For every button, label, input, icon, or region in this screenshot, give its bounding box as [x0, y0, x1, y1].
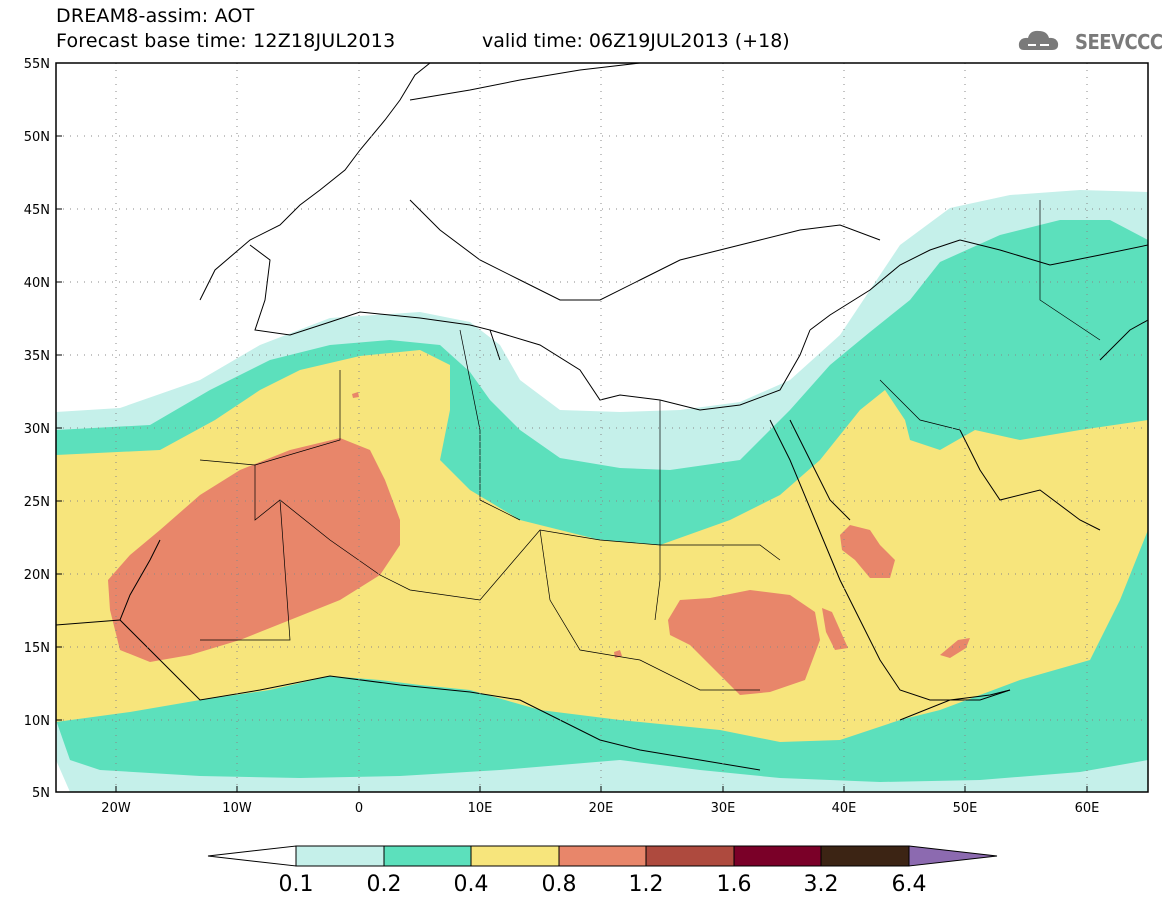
colorbar-label: 6.4 [892, 872, 927, 897]
lon-label: 40E [832, 801, 857, 816]
lon-label: 10W [222, 801, 252, 816]
forecast-base-time: Forecast base time: 12Z18JUL2013 [56, 30, 396, 52]
longitude-labels: 20W 10W 0 10E 20E 30E 40E 50E 60E [101, 801, 1099, 816]
colorbar-label: 1.2 [629, 872, 664, 897]
lat-label: 20N [24, 568, 50, 583]
aot-patch-yemen [940, 638, 970, 658]
colorbar-label: 0.4 [454, 872, 489, 897]
lat-label: 35N [24, 349, 50, 364]
aot-patch-arabia [840, 525, 895, 578]
colorbar-swatch [733, 845, 822, 867]
aot-patch-eritrea [822, 608, 848, 650]
map-title: DREAM8-assim: AOT [56, 5, 255, 27]
colorbar [207, 845, 998, 867]
colorbar-under-arrow [207, 845, 297, 867]
colorbar-labels: 0.1 0.2 0.4 0.8 1.2 1.6 3.2 6.4 [279, 872, 927, 897]
lat-label: 15N [24, 641, 50, 656]
colorbar-swatch [645, 845, 735, 867]
colorbar-swatch [295, 845, 385, 867]
colorbar-swatch [470, 845, 560, 867]
colorbar-label: 1.6 [717, 872, 752, 897]
colorbar-over-arrow [908, 845, 998, 867]
lat-label: 5N [32, 786, 50, 801]
colorbar-swatch [558, 845, 647, 867]
axis-ticks [56, 62, 1088, 792]
aot-patch-sudan [668, 590, 820, 695]
lon-label: 20E [589, 801, 614, 816]
lat-label: 25N [24, 495, 50, 510]
colorbar-swatch [820, 845, 910, 867]
lon-label: 20W [101, 801, 131, 816]
grid [56, 63, 1148, 792]
lat-label: 55N [24, 57, 50, 72]
lat-label: 50N [24, 130, 50, 145]
lon-label: 60E [1075, 801, 1100, 816]
colorbar-label: 0.1 [279, 872, 314, 897]
cloud-icon [1018, 30, 1059, 50]
lat-label: 30N [24, 422, 50, 437]
lon-label: 30E [711, 801, 736, 816]
colorbar-label: 3.2 [804, 872, 839, 897]
aot-patch-west-sahara [108, 438, 400, 662]
aot-patch-mali [352, 392, 359, 398]
country-borders [199, 200, 1101, 691]
lon-label: 50E [953, 801, 978, 816]
lat-label: 45N [24, 203, 50, 218]
lon-label: 0 [355, 801, 363, 816]
valid-time: valid time: 06Z19JUL2013 (+18) [482, 30, 790, 52]
latitude-labels: 55N 50N 45N 40N 35N 30N 25N 20N 15N 10N … [24, 57, 50, 801]
aot-field [56, 63, 1148, 792]
lat-label: 10N [24, 714, 50, 729]
seevccc-logo: SEEVCCC [1075, 30, 1163, 54]
lat-label: 40N [24, 276, 50, 291]
colorbar-label: 0.8 [542, 872, 577, 897]
colorbar-label: 0.2 [367, 872, 402, 897]
lon-label: 10E [468, 801, 493, 816]
colorbar-swatch [383, 845, 472, 867]
